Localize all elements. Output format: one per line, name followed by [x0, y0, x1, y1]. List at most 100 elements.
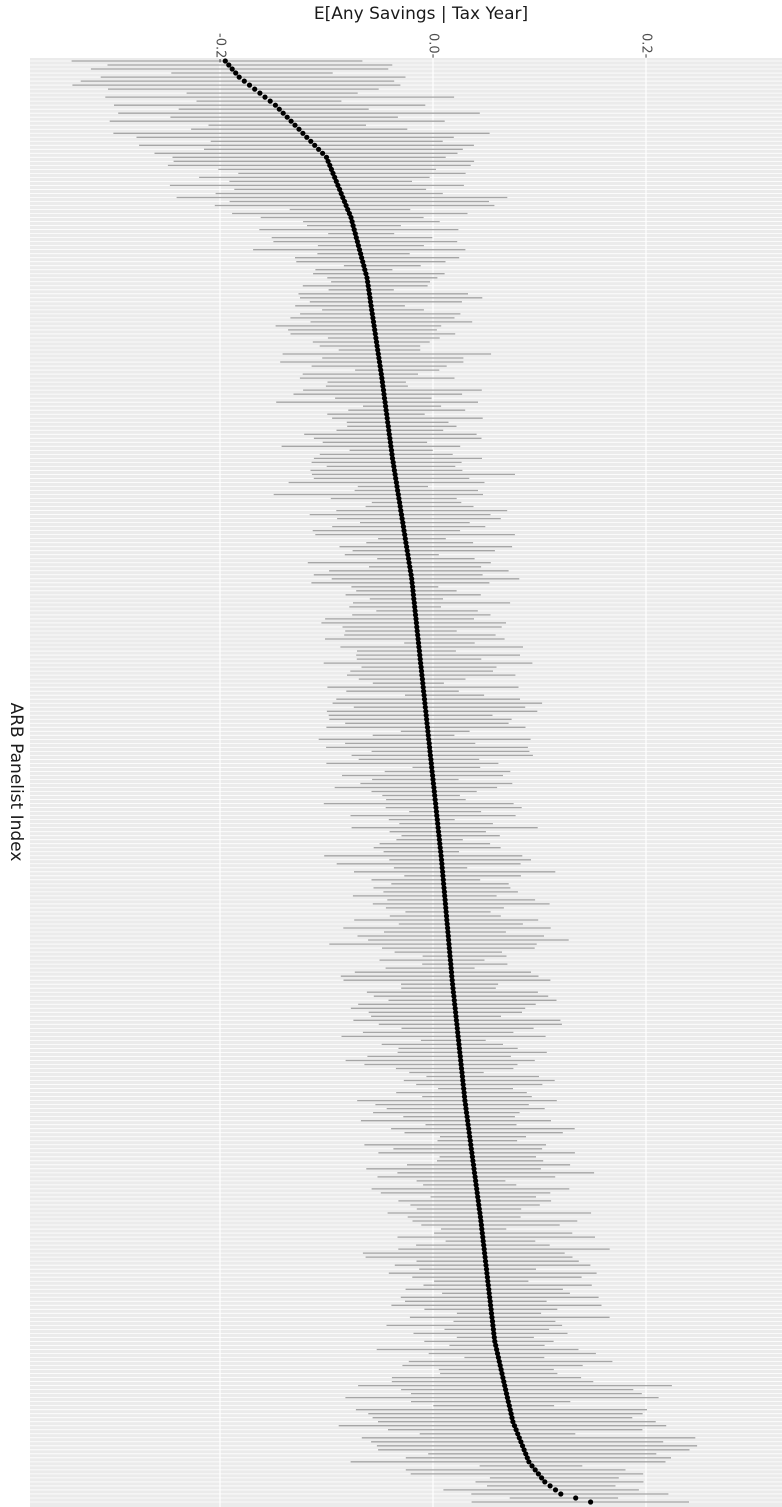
point-estimate — [365, 283, 371, 289]
point-estimate — [414, 624, 420, 630]
point-estimate — [498, 1366, 504, 1373]
point-estimate — [447, 957, 453, 963]
point-estimate — [418, 668, 425, 674]
point-estimate — [374, 343, 380, 349]
point-estimate — [407, 564, 413, 570]
point-estimate — [458, 1065, 465, 1072]
point-estimate — [558, 1491, 564, 1497]
point-estimate — [470, 1158, 476, 1164]
point-estimate — [272, 102, 278, 108]
point-estimate — [539, 1475, 545, 1481]
point-estimate — [399, 516, 405, 522]
point-estimate — [455, 1033, 461, 1039]
point-estimate — [471, 1166, 477, 1172]
point-estimate — [332, 174, 338, 180]
point-estimate — [495, 1354, 501, 1361]
point-estimate — [475, 1198, 481, 1204]
point-estimate — [267, 98, 273, 104]
point-estimate — [445, 925, 451, 931]
point-estimate — [367, 299, 374, 305]
point-estimate — [441, 889, 447, 895]
point-estimate — [412, 604, 418, 610]
point-estimate — [449, 977, 455, 983]
point-estimate — [330, 170, 336, 176]
point-estimate — [236, 74, 242, 80]
point-estimate — [400, 520, 406, 526]
point-estimate — [485, 1282, 491, 1288]
point-estimate — [385, 419, 391, 425]
point-estimate — [341, 198, 348, 205]
point-estimate — [473, 1182, 479, 1188]
point-estimate — [491, 1330, 497, 1336]
point-estimate — [354, 239, 360, 245]
point-estimate — [376, 359, 383, 365]
point-estimate — [338, 190, 344, 197]
point-estimate — [412, 608, 418, 614]
point-estimate — [476, 1202, 482, 1208]
point-estimate — [371, 323, 377, 329]
point-estimate — [452, 1005, 458, 1011]
point-estimate — [425, 728, 431, 734]
point-estimate — [335, 182, 341, 188]
point-estimate — [468, 1146, 474, 1152]
point-estimate — [436, 833, 442, 839]
point-estimate — [492, 1338, 498, 1344]
point-estimate — [398, 511, 405, 518]
point-estimate — [438, 853, 444, 859]
point-estimate — [488, 1302, 494, 1308]
point-estimate — [532, 1467, 538, 1473]
point-estimate — [229, 66, 235, 72]
point-estimate — [573, 1495, 579, 1501]
point-estimate — [401, 528, 407, 534]
point-estimate — [489, 1318, 496, 1324]
point-estimate — [413, 616, 419, 622]
point-estimate — [457, 1053, 463, 1059]
point-estimate — [355, 243, 361, 249]
point-estimate — [356, 247, 363, 253]
point-estimate — [411, 600, 417, 606]
point-estimate — [410, 584, 416, 590]
point-estimate — [397, 503, 403, 510]
point-estimate — [426, 736, 432, 742]
point-estimate — [379, 379, 385, 385]
point-estimate — [433, 809, 439, 815]
point-estimate — [404, 548, 410, 554]
point-estimate — [467, 1134, 473, 1140]
point-estimate — [483, 1262, 489, 1268]
point-estimate — [466, 1130, 472, 1136]
point-estimate — [513, 1427, 519, 1433]
point-estimate — [369, 307, 375, 313]
point-estimate — [389, 451, 395, 457]
point-estimate — [523, 1451, 529, 1457]
point-estimate — [415, 640, 422, 646]
point-estimate — [446, 941, 452, 947]
point-estimate — [486, 1286, 492, 1292]
point-estimate — [388, 443, 394, 449]
point-estimate — [441, 885, 447, 891]
point-estimate — [487, 1294, 493, 1300]
point-estimate — [409, 580, 415, 586]
point-estimate — [490, 1322, 496, 1328]
point-estimate — [493, 1342, 499, 1348]
point-estimate — [380, 387, 387, 393]
point-estimate — [435, 821, 441, 827]
point-estimate — [442, 893, 448, 899]
point-estimate — [377, 363, 383, 369]
point-estimate — [252, 86, 258, 92]
point-estimate — [448, 969, 455, 975]
point-estimate — [350, 223, 356, 229]
point-estimate — [474, 1190, 480, 1196]
point-estimate — [473, 1178, 479, 1184]
point-estimate — [257, 90, 263, 96]
point-estimate — [434, 817, 440, 823]
point-estimate — [349, 219, 355, 225]
point-estimate — [456, 1045, 462, 1051]
point-estimate — [430, 776, 436, 783]
point-estimate — [455, 1029, 461, 1035]
point-estimate — [384, 411, 390, 417]
point-estimate — [499, 1370, 505, 1377]
point-estimate — [461, 1086, 467, 1092]
point-estimate — [436, 837, 442, 843]
point-estimate — [457, 1049, 463, 1055]
